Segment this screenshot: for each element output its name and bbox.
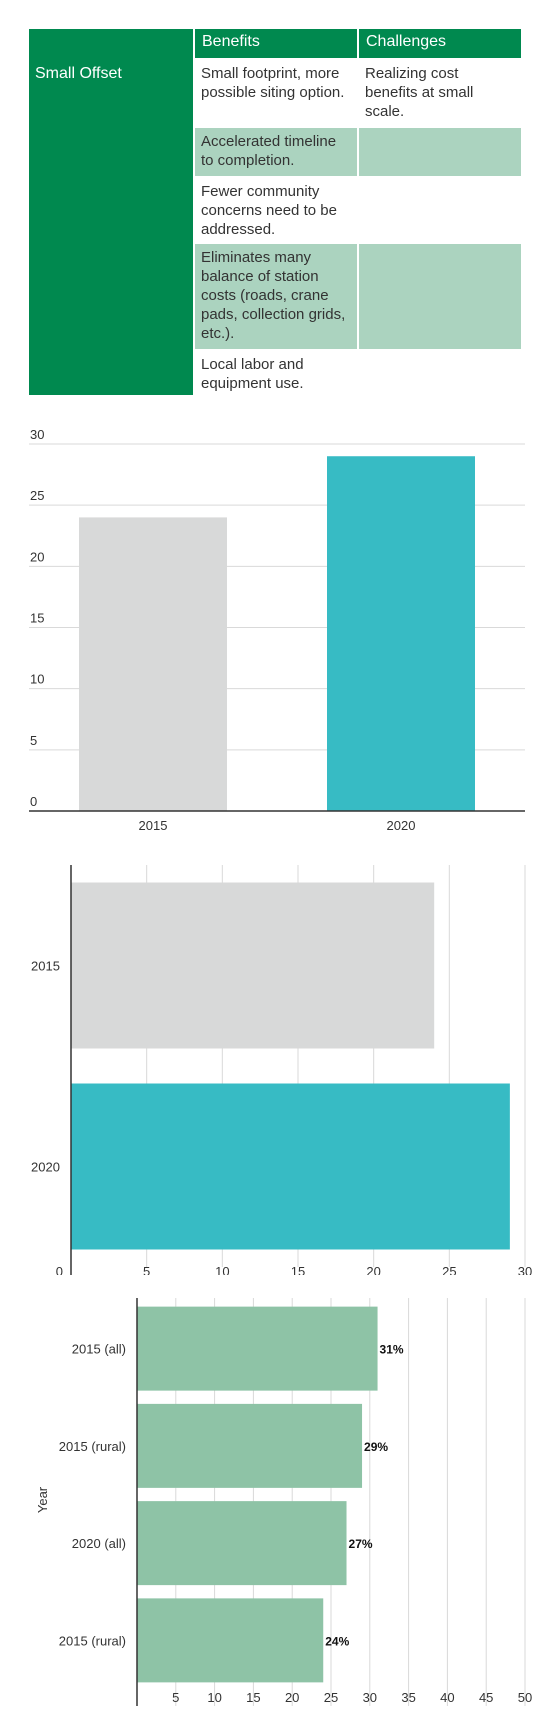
- x-tick-label: 30: [363, 1690, 377, 1705]
- table-cell-challenge: [359, 178, 521, 242]
- y-tick-label: 2015 (rural): [59, 1439, 126, 1454]
- y-tick-label: 25: [30, 488, 44, 503]
- data-label: 31%: [380, 1343, 404, 1357]
- x-tick-label: 25: [442, 1264, 456, 1275]
- data-label: 24%: [325, 1634, 349, 1648]
- x-tick-label: 10: [207, 1690, 221, 1705]
- bar: [137, 1598, 324, 1683]
- table-cell-benefit: Eliminates many balance of station costs…: [195, 244, 357, 349]
- x-tick-label: 2015: [139, 818, 168, 833]
- x-tick-label: 20: [366, 1264, 380, 1275]
- bar-2020: [71, 1083, 510, 1250]
- bar: [137, 1403, 363, 1488]
- x-tick-label: 30: [518, 1264, 532, 1275]
- table-cell-challenge: [359, 244, 521, 349]
- horizontal-bar-chart: 0 5 10 15 20 25 30 2015 2020: [31, 865, 532, 1275]
- x-tick-label: 35: [401, 1690, 415, 1705]
- y-tick-label: 0: [30, 794, 37, 809]
- y-tick-label: 30: [30, 427, 44, 442]
- x-tick-label: 50: [518, 1690, 532, 1705]
- x-tick-label: 15: [291, 1264, 305, 1275]
- table-cell-challenge: [359, 351, 521, 395]
- data-label: 27%: [349, 1537, 373, 1551]
- table-header-benefits: Benefits: [195, 29, 357, 58]
- x-tick-label: 25: [324, 1690, 338, 1705]
- table-row-label: Small Offset: [29, 29, 193, 395]
- y-axis-title: Year: [35, 1486, 50, 1513]
- benefits-challenges-table: Small Offset Benefits Challenges Small f…: [29, 29, 521, 395]
- x-tick-label: 5: [143, 1264, 150, 1275]
- bar: [137, 1501, 347, 1586]
- y-tick-label: 2015 (rural): [59, 1633, 126, 1648]
- table-cell-challenge: [359, 128, 521, 176]
- year-percentage-bar-chart: 5 10 15 20 25 30 35 40 45 50 31% 2015 (all) 29% 2015 …: [35, 1298, 532, 1706]
- y-tick-label: 2020: [31, 1160, 60, 1175]
- table-cell-benefit: Local labor and equipment use.: [201, 356, 304, 392]
- table-cell-benefit: Accelerated timeline to completion.: [195, 128, 357, 176]
- vertical-bar-chart: 0 5 10 15 20 25 30 2015 2020: [29, 427, 525, 833]
- table-header-challenges: Challenges: [359, 29, 521, 58]
- y-tick-label: 15: [30, 611, 44, 626]
- y-tick-label: 10: [30, 672, 44, 687]
- bar: [137, 1306, 378, 1391]
- y-tick-label: 2020 (all): [72, 1536, 126, 1551]
- x-tick-label: 0: [56, 1264, 63, 1275]
- y-tick-label: 20: [30, 549, 44, 564]
- x-tick-label: 2020: [387, 818, 416, 833]
- x-tick-label: 40: [440, 1690, 454, 1705]
- x-tick-label: 45: [479, 1690, 493, 1705]
- data-label: 29%: [364, 1440, 388, 1454]
- y-tick-label: 2015: [31, 959, 60, 974]
- table-cell-benefit: Small footprint, more possible siting op…: [201, 65, 345, 101]
- x-tick-label: 20: [285, 1690, 299, 1705]
- y-tick-label: 5: [30, 733, 37, 748]
- bar-2015: [79, 517, 227, 811]
- table-cell-benefit: Fewer community concerns need to be addr…: [201, 183, 337, 238]
- table-cell-challenge: Realizing cost benefits at small scale.: [365, 65, 474, 120]
- x-tick-label: 15: [246, 1690, 260, 1705]
- bar-2015: [71, 882, 435, 1049]
- x-tick-label: 10: [215, 1264, 229, 1275]
- bar-2020: [327, 456, 475, 811]
- x-tick-label: 5: [172, 1690, 179, 1705]
- y-tick-label: 2015 (all): [72, 1342, 126, 1357]
